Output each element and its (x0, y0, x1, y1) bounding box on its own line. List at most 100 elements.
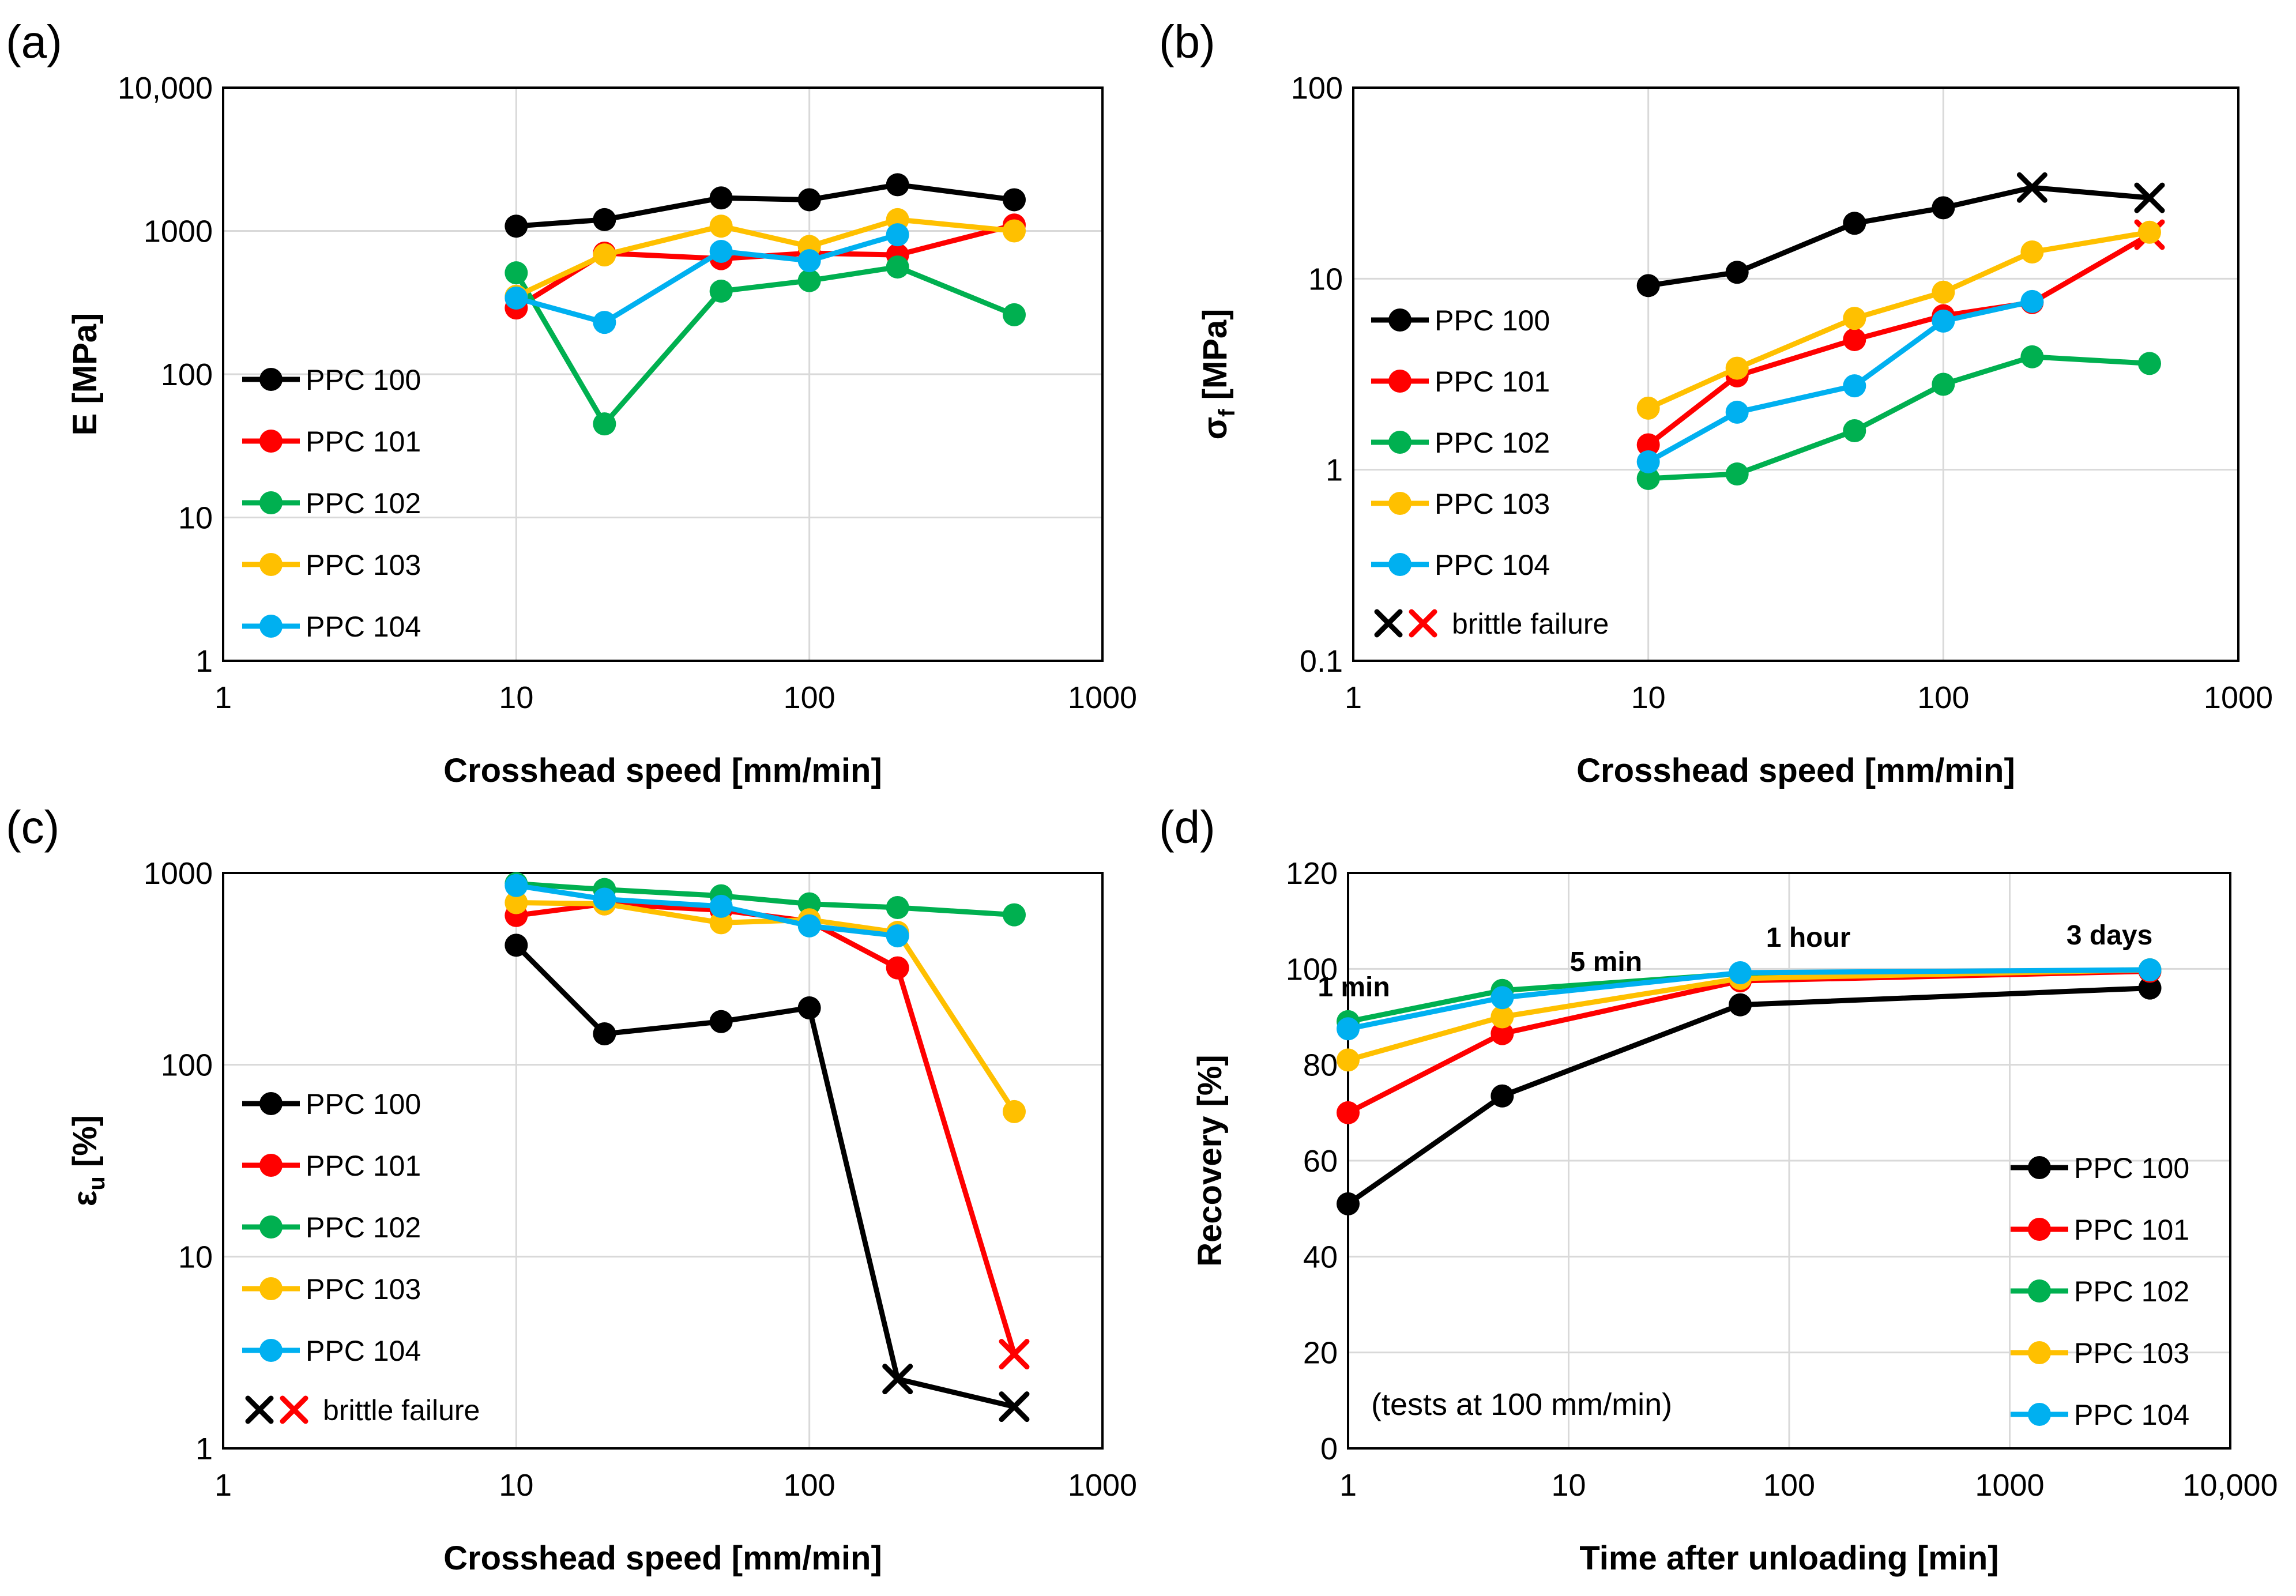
legend-brittle-red-marker (1409, 609, 1437, 638)
data-point (1337, 1048, 1360, 1072)
data-point (1636, 450, 1660, 473)
x-tick-label: 10 (499, 1468, 533, 1503)
y-axis-title-subscript: f (1214, 409, 1240, 417)
y-tick-label: 100 (161, 357, 213, 392)
series-line-3 (514, 264, 1015, 427)
x-tick-label: 10 (1631, 680, 1666, 715)
brittle-failure-marker (2134, 182, 2165, 213)
y-axis-title-symbol: σ (1196, 417, 1234, 440)
series-line-3 (1648, 354, 2150, 481)
x-tick-label: 10 (1551, 1468, 1586, 1503)
legend-brittle-red-marker (280, 1395, 308, 1424)
time-annotation: 1 min (1318, 972, 1390, 1003)
data-point (1725, 400, 1749, 424)
data-point (505, 874, 528, 897)
legend-swatch-marker (2028, 1279, 2051, 1303)
data-point (1725, 462, 1749, 486)
series-line-2 (515, 901, 1017, 1355)
series-line-4 (1647, 229, 2150, 411)
legend-entry-label: PPC 104 (306, 611, 421, 643)
data-point (505, 261, 528, 285)
legend-entry-label: PPC 104 (306, 1335, 421, 1367)
legend-brittle-label: brittle failure (323, 1394, 480, 1426)
data-point (505, 933, 528, 957)
legend-brittle-black-marker (245, 1395, 274, 1424)
legend-swatch-marker (1388, 553, 1412, 576)
data-point (886, 223, 909, 247)
panel-label: (d) (1159, 801, 1215, 853)
data-point (1002, 903, 1026, 927)
x-tick-label: 10,000 (2182, 1468, 2278, 1503)
data-point (1636, 396, 1660, 420)
data-point (1932, 280, 1955, 304)
time-annotation: 1 hour (1766, 923, 1851, 953)
y-tick-label: 80 (1303, 1048, 1338, 1083)
legend-swatch-marker (1388, 308, 1412, 332)
x-tick-label: 1000 (2204, 680, 2273, 715)
y-tick-label: 100 (161, 1048, 213, 1083)
data-point (1843, 419, 1866, 443)
y-tick-label: 0.1 (1300, 644, 1343, 679)
data-point (2137, 352, 2161, 375)
data-point (1932, 196, 1955, 220)
y-tick-label: 20 (1303, 1336, 1338, 1371)
data-point (797, 914, 821, 938)
x-tick-label: 1000 (1068, 1468, 1137, 1503)
data-point (709, 186, 733, 210)
y-tick-label: 10,000 (118, 71, 213, 106)
legend-swatch-marker (2028, 1156, 2051, 1179)
legend-brittle-black-marker (1374, 609, 1403, 638)
data-point (1843, 307, 1866, 330)
data-point (1725, 356, 1749, 380)
series-line-3 (516, 880, 1015, 918)
x-tick-label: 1000 (1068, 680, 1137, 715)
y-tick-label: 120 (1286, 856, 1338, 891)
legend-entry-label: PPC 103 (306, 549, 421, 581)
y-tick-label: 10 (178, 1240, 213, 1274)
series-line-4 (516, 900, 1017, 1113)
legend-entry-label: PPC 102 (1435, 427, 1550, 459)
data-point (1843, 374, 1866, 398)
data-point (2138, 958, 2162, 981)
legend-swatch-marker (259, 1092, 283, 1115)
y-axis-title-symbol: ε (66, 1191, 104, 1207)
legend-swatch-marker (259, 553, 283, 576)
legend-swatch-marker (2028, 1403, 2051, 1426)
data-point (1002, 303, 1026, 326)
data-point (2138, 976, 2162, 1000)
data-point (1490, 1005, 1514, 1029)
x-axis-title: Crosshead speed [mm/min] (443, 1539, 882, 1577)
plot-frame (1352, 86, 2239, 662)
data-point (1932, 309, 1955, 333)
data-point (709, 239, 733, 263)
legend-entry-label: PPC 101 (306, 1150, 421, 1182)
x-tick-label: 10 (499, 680, 533, 715)
legend-entry-label: PPC 101 (2074, 1214, 2189, 1246)
legend-entry-label: PPC 103 (2074, 1337, 2189, 1369)
legend-swatch-marker (1388, 370, 1412, 393)
legend-swatch-marker (259, 1277, 283, 1300)
time-annotation: 3 days (2067, 920, 2152, 951)
data-point (886, 924, 909, 948)
series-line-1 (515, 182, 1015, 229)
x-axis-title: Crosshead speed [mm/min] (1576, 752, 2015, 789)
data-point (709, 214, 733, 238)
plot-frame (222, 872, 1104, 1450)
legend-entry-label: PPC 101 (306, 426, 421, 458)
legend-swatch-marker (259, 615, 283, 638)
series-line-1 (1346, 985, 2150, 1206)
x-tick-label: 1 (1339, 1468, 1357, 1503)
legend-entry-label: PPC 102 (2074, 1275, 2189, 1308)
data-point (886, 956, 909, 980)
y-axis-title-unit: [MPa] (1196, 308, 1234, 409)
legend-swatch-marker (259, 1154, 283, 1177)
chart-panel-3: 1 10 100 1000 1 10 100 1000 Crosshead speed [mm/… (6, 801, 1137, 1577)
legend-entry-label: PPC 100 (1435, 304, 1550, 337)
chart-panel-4: 1 10 100 1000 10,000 0 20 40 60 80 100 120 Time afte… (1159, 801, 2278, 1577)
data-point (886, 255, 909, 279)
y-axis-title: Recovery [%] (1191, 1055, 1229, 1266)
data-point (593, 412, 616, 436)
y-tick-label: 1 (1326, 453, 1343, 488)
y-tick-label: 1 (195, 1432, 213, 1466)
